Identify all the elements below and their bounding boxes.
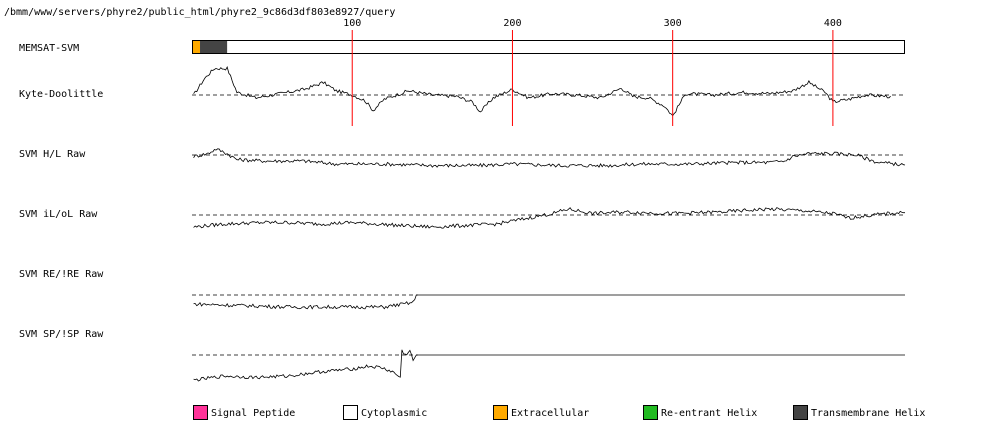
ruler-layer <box>351 30 834 126</box>
series-line-svm-re-re-raw <box>193 294 905 310</box>
legend-swatch <box>793 405 808 420</box>
track-label-layer: MEMSAT-SVM Kyte-Doolittle SVM H/L Raw SVM i… <box>19 43 104 340</box>
legend-swatch <box>193 405 208 420</box>
track-label: SVM SP/!SP Raw <box>19 329 104 340</box>
legend-swatch <box>343 405 358 420</box>
legend-label: Transmembrane Helix <box>811 408 925 419</box>
x-tick-layer: 100 200 300 400 <box>343 18 842 29</box>
memsat-segment-extracellular <box>192 40 201 54</box>
track-label: SVM RE/!RE Raw <box>19 269 104 280</box>
x-tick-label: 200 <box>503 18 521 29</box>
legend-swatch <box>643 405 658 420</box>
memsat-bar-outline <box>192 40 905 54</box>
x-tick-label: 300 <box>664 18 682 29</box>
series-layer <box>192 66 906 382</box>
series-line-svm-h-l-raw <box>193 148 906 168</box>
series-line-svm-sp-sp-raw <box>193 349 905 382</box>
legend-swatch <box>493 405 508 420</box>
memsat-segment-transmembrane_helix <box>200 40 228 54</box>
series-line-svm-il-ol-raw <box>193 207 905 229</box>
legend: Signal Peptide Cytoplasmic Extracellular Re… <box>193 405 925 420</box>
series-line-kyte-doolittle <box>193 66 891 117</box>
memsat-segment-cytoplasmic <box>227 40 905 54</box>
legend-label: Re-entrant Helix <box>661 408 757 419</box>
legend-label: Extracellular <box>511 408 589 419</box>
track-label: SVM H/L Raw <box>19 149 86 160</box>
legend-label: Cytoplasmic <box>361 408 427 419</box>
x-tick-label: 400 <box>824 18 842 29</box>
legend-label: Signal Peptide <box>211 408 295 419</box>
track-label: MEMSAT-SVM <box>19 43 79 54</box>
track-label: SVM iL/oL Raw <box>19 209 98 220</box>
memsat-track <box>192 40 905 54</box>
track-label: Kyte-Doolittle <box>19 89 103 100</box>
plot-title: /bmm/www/servers/phyre2/public_html/phyr… <box>4 7 395 18</box>
x-tick-label: 100 <box>343 18 361 29</box>
